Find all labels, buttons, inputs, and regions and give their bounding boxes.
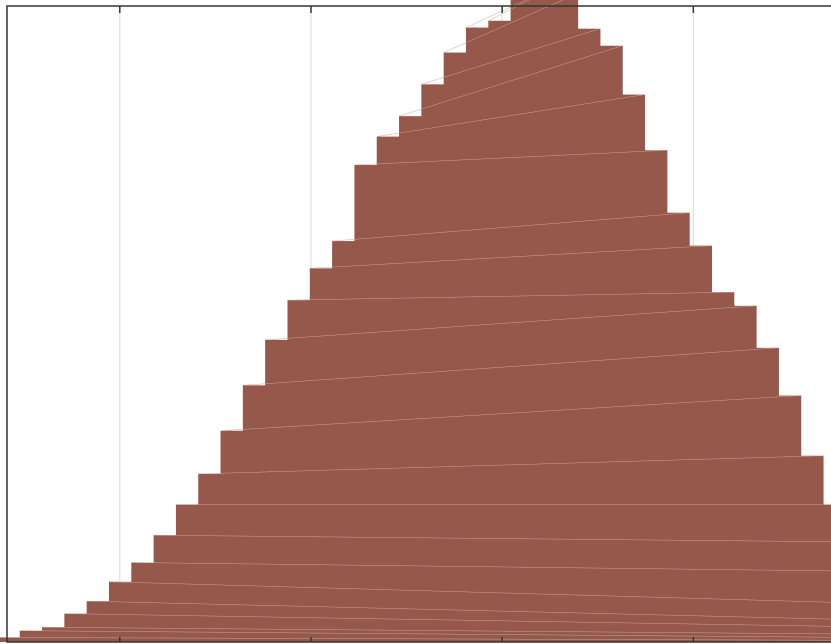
x-axis-ticks — [119, 6, 695, 642]
histogram-bar — [309, 268, 333, 642]
mesh-line — [443, 0, 564, 53]
mesh-line — [309, 245, 712, 269]
histogram-bar — [733, 305, 757, 642]
histogram-bar — [532, 0, 556, 642]
histogram-bar — [622, 94, 646, 643]
histogram-bar — [644, 150, 668, 642]
histogram-bar — [354, 165, 378, 642]
mesh-line — [153, 534, 831, 542]
histogram-bar — [577, 28, 601, 642]
mesh-line — [86, 600, 831, 620]
histogram-bar — [666, 212, 690, 642]
mesh-line — [465, 0, 527, 28]
mesh-line — [19, 630, 831, 638]
histogram-bar — [421, 84, 445, 643]
histogram-bar — [443, 52, 467, 643]
histogram-bar — [822, 504, 831, 642]
mesh-line — [287, 291, 734, 301]
histogram-bar — [332, 241, 356, 643]
histogram-bar — [599, 45, 623, 642]
histogram-bar — [42, 627, 65, 642]
histogram-bar — [175, 504, 199, 642]
histogram-bar — [19, 630, 43, 642]
histogram-bar — [64, 613, 88, 642]
histogram-bar — [108, 581, 132, 642]
mesh-line — [242, 347, 779, 386]
histogram-bar — [198, 473, 222, 642]
histogram-bar — [376, 136, 400, 642]
mesh-line — [198, 455, 823, 475]
histogram-bar — [711, 292, 735, 642]
histogram-bar — [86, 601, 110, 642]
mesh-line — [265, 305, 757, 341]
mesh-line — [42, 626, 831, 635]
histogram-bar — [0, 637, 21, 642]
plot-frame — [6, 5, 831, 643]
mesh-line — [376, 94, 645, 137]
histogram-bar — [399, 116, 422, 642]
histogram-bar — [488, 20, 512, 643]
histogram-bar — [778, 395, 802, 642]
mesh-line — [108, 581, 831, 603]
mesh-line — [220, 395, 801, 432]
histogram-bar — [800, 455, 824, 642]
mesh-line — [354, 149, 667, 166]
histogram-bar — [220, 430, 244, 642]
histogram-bar — [465, 27, 489, 643]
histogram-bar — [265, 339, 289, 642]
mesh-line — [332, 212, 690, 242]
mesh-line — [421, 28, 600, 85]
histogram-bar — [689, 245, 712, 642]
histogram-bar — [153, 535, 177, 642]
histogram-bar — [242, 385, 266, 642]
histogram-bar — [756, 347, 779, 642]
mesh-line — [64, 613, 831, 627]
histogram-bar — [510, 0, 534, 642]
mesh-line — [488, 0, 530, 21]
mesh-line — [131, 562, 831, 572]
mesh-line — [398, 45, 623, 117]
mesh-line — [0, 637, 831, 641]
histogram-bar — [555, 0, 579, 643]
